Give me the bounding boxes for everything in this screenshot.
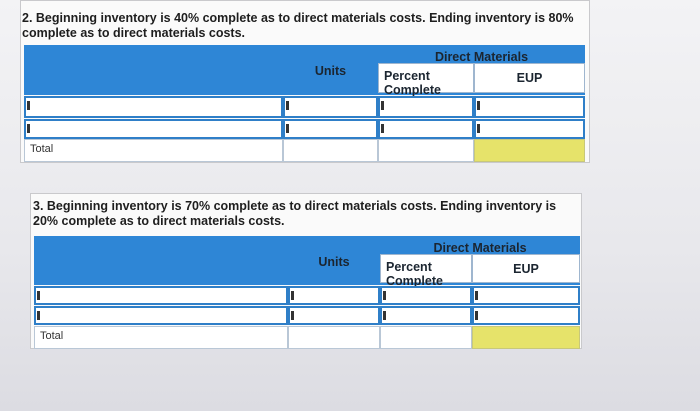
total-row [34, 326, 288, 349]
input-cell[interactable] [288, 286, 380, 305]
input-cell[interactable] [378, 119, 474, 139]
group-header: Direct Materials [433, 241, 527, 255]
input-cell[interactable] [472, 286, 580, 305]
total-label: Total [30, 143, 54, 155]
column-header: Units [314, 64, 347, 78]
column-header: Units [318, 255, 350, 269]
total-label: Total [40, 330, 64, 342]
total-cell [283, 139, 378, 162]
input-cell[interactable] [288, 306, 380, 325]
question-text: 3. Beginning inventory is 70% complete a… [33, 199, 557, 228]
total-cell [378, 139, 474, 162]
total-cell [288, 326, 380, 349]
column-header: EUP [516, 71, 543, 85]
header-cell [474, 63, 585, 93]
column-header: EUP [513, 262, 539, 276]
header-cell [472, 254, 580, 283]
input-cell[interactable] [24, 119, 283, 139]
group-header: Direct Materials [434, 50, 529, 64]
column-header: Percent Complete [386, 260, 443, 288]
input-cell[interactable] [380, 306, 472, 325]
question-text: 2. Beginning inventory is 40% complete a… [22, 11, 574, 40]
input-cell[interactable] [283, 96, 378, 118]
header-cell [380, 254, 472, 283]
input-cell[interactable] [283, 119, 378, 139]
column-header: Percent Complete [384, 69, 441, 97]
header-cell [378, 63, 474, 93]
total-row [24, 139, 283, 162]
total-cell [380, 326, 472, 349]
input-cell[interactable] [34, 306, 288, 325]
input-cell[interactable] [34, 286, 288, 305]
input-cell[interactable] [24, 96, 283, 118]
input-cell[interactable] [380, 286, 472, 305]
total-eup-cell[interactable] [474, 139, 585, 162]
input-cell[interactable] [472, 306, 580, 325]
input-cell[interactable] [474, 96, 585, 118]
input-cell[interactable] [474, 119, 585, 139]
input-cell[interactable] [378, 96, 474, 118]
total-eup-cell[interactable] [472, 326, 580, 349]
